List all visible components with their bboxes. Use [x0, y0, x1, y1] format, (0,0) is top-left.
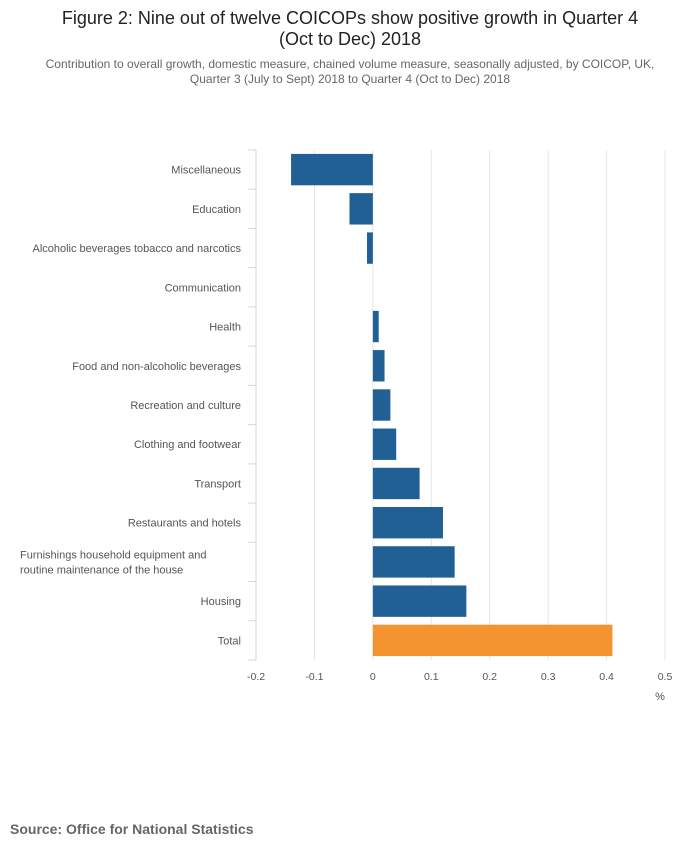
- x-tick-label-6: 0.4: [599, 671, 614, 683]
- category-label-4-line-0: Health: [209, 322, 241, 334]
- category-label-0-line-0: Miscellaneous: [171, 165, 241, 177]
- x-tick-label-2: 0: [370, 671, 376, 683]
- category-label-5-line-0: Food and non-alcoholic beverages: [72, 361, 241, 373]
- chart-title: Figure 2: Nine out of twelve COICOPs sho…: [0, 8, 700, 50]
- bar-5: [372, 350, 385, 382]
- category-label-8: Transport: [194, 478, 241, 490]
- category-label-10: Furnishings household equipment and routi…: [20, 549, 207, 576]
- bar-1: [349, 193, 373, 225]
- category-label-5: Food and non-alcoholic beverages: [72, 361, 241, 373]
- category-label-1: Education: [192, 204, 241, 216]
- x-tick-label-3: 0.1: [424, 671, 439, 683]
- category-label-6: Recreation and culture: [130, 400, 241, 412]
- bar-9: [372, 507, 443, 539]
- category-label-12: Total: [218, 635, 241, 647]
- bar-10: [372, 546, 455, 578]
- x-tick-label-7: 0.5: [658, 671, 673, 683]
- chart-subtitle-line-1: Contribution to overall growth, domestic…: [45, 57, 655, 71]
- chart-subtitle-line-2: Quarter 3 (July to Sept) 2018 to Quarter…: [189, 72, 511, 86]
- category-label-3-line-0: Communication: [165, 282, 241, 294]
- bar-8: [372, 467, 420, 500]
- category-label-2-line-0: Alcoholic beverages tobacco and narcotic…: [32, 243, 241, 255]
- category-label-9-line-0: Restaurants and hotels: [128, 518, 242, 530]
- chart-title-line-2: (Oct to Dec) 2018: [278, 29, 422, 49]
- source-note: Source: Office for National Statistics: [10, 821, 254, 837]
- category-label-11: Housing: [201, 596, 241, 608]
- category-label-11-line-0: Housing: [201, 596, 241, 608]
- category-label-7-line-0: Clothing and footwear: [134, 439, 241, 451]
- category-label-2: Alcoholic beverages tobacco and narcotic…: [32, 243, 241, 255]
- x-tick-label-1: -0.1: [305, 671, 323, 683]
- x-tick-label-0: -0.2: [247, 671, 265, 683]
- bar-7: [372, 428, 397, 460]
- category-label-8-line-0: Transport: [194, 478, 241, 490]
- bar-4: [372, 310, 379, 343]
- category-label-4: Health: [209, 322, 241, 334]
- bar-2: [367, 232, 373, 264]
- x-tick-label-5: 0.3: [541, 671, 556, 683]
- bar-11: [372, 585, 467, 617]
- category-label-10-line-1: routine maintenance of the house: [20, 564, 183, 576]
- bar-6: [372, 389, 391, 421]
- category-label-6-line-0: Recreation and culture: [130, 400, 241, 412]
- category-label-9: Restaurants and hotels: [128, 518, 242, 530]
- chart-title-line-1: Figure 2: Nine out of twelve COICOPs sho…: [61, 8, 639, 28]
- category-label-10-line-0: Furnishings household equipment and: [20, 549, 207, 561]
- category-label-0: Miscellaneous: [171, 165, 241, 177]
- category-label-3: Communication: [165, 282, 241, 294]
- category-label-12-line-0: Total: [218, 635, 241, 647]
- chart-subtitle: Contribution to overall growth, domestic…: [0, 57, 700, 87]
- x-axis-unit-label: %: [655, 691, 665, 703]
- category-label-7: Clothing and footwear: [134, 439, 241, 451]
- category-label-1-line-0: Education: [192, 204, 241, 216]
- bar-12: [372, 624, 613, 657]
- x-tick-label-4: 0.2: [482, 671, 497, 683]
- bar-chart: Miscellaneous Education Alcoholic beverage…: [20, 149, 673, 703]
- bar-0: [291, 153, 373, 186]
